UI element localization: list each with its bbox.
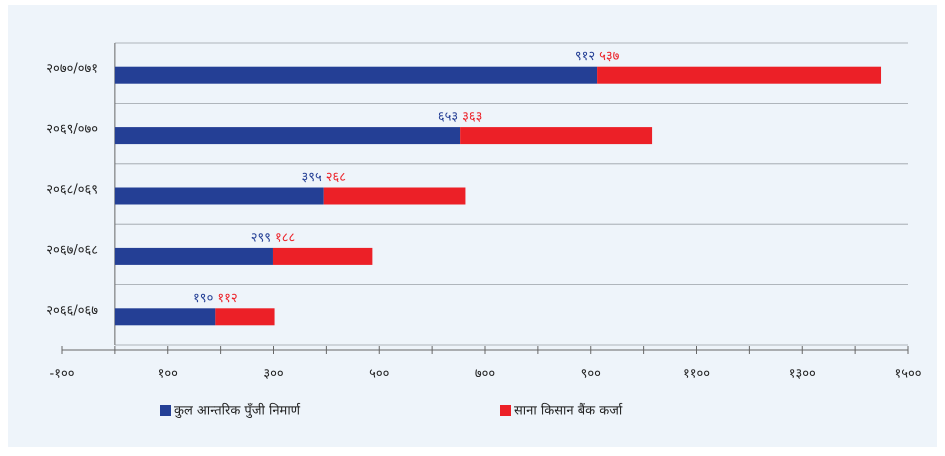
x-tick-label: ५०० (369, 367, 389, 382)
value-label: ९१२ (575, 49, 595, 64)
bar (114, 187, 324, 205)
bar (114, 127, 461, 145)
x-tick-label: १५०० (894, 367, 921, 382)
value-label: ५३७ (599, 49, 620, 64)
bar (215, 308, 275, 326)
bar (460, 127, 653, 145)
x-tick-label: ३०० (263, 367, 283, 382)
value-label: २६८ (326, 170, 347, 185)
x-tick-label: ९०० (581, 367, 601, 382)
bar (114, 308, 216, 326)
value-label: १८८ (275, 230, 296, 245)
legend-swatch (160, 405, 171, 416)
value-label: १९० (193, 291, 213, 306)
x-tick-label: १३०० (789, 367, 816, 382)
bar (114, 247, 273, 265)
bar (114, 66, 598, 84)
legend-swatch (500, 405, 511, 416)
x-tick-label: १०० (158, 367, 178, 382)
y-tick-label: २०६६/०६७ (46, 303, 98, 318)
value-label: ११२ (217, 291, 237, 306)
bar (272, 247, 373, 265)
y-tick-label: २०६७/०६८ (46, 243, 98, 258)
x-tick-label: ११०० (683, 367, 710, 382)
value-label: २९९ (251, 230, 271, 245)
value-label: ३९५ (301, 170, 322, 185)
value-label: ३६३ (462, 110, 482, 125)
y-tick-label: २०६९/०७० (46, 122, 98, 137)
x-tick-label: -१०० (50, 367, 75, 382)
legend-label: साना किसान बैंक कर्जा (514, 403, 623, 419)
value-label: ६५३ (438, 110, 458, 125)
bar (323, 187, 466, 205)
x-tick-label: ७०० (475, 367, 495, 382)
y-tick-label: २०६८/०६९ (46, 183, 98, 198)
legend-label: कुल आन्तरिक पुँजी निमार्ण (174, 403, 301, 419)
y-tick-label: २०७०/०७१ (46, 62, 98, 77)
bar (597, 66, 882, 84)
